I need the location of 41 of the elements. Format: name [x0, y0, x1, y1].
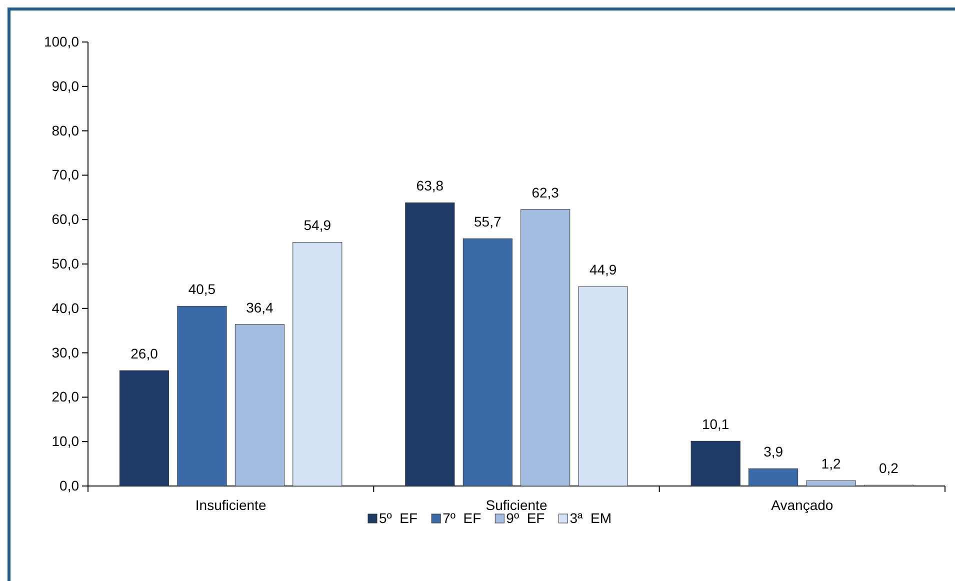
y-tick-label: 60,0 [52, 211, 80, 228]
legend-label: 7º EF [442, 510, 482, 526]
data-label: 0,2 [879, 460, 899, 476]
y-tick-label: 40,0 [52, 300, 80, 316]
bar [405, 202, 455, 486]
y-tick-label: 50,0 [52, 255, 80, 272]
data-label: 36,4 [246, 299, 274, 316]
y-tick-label: 90,0 [52, 78, 80, 94]
data-label: 1,2 [821, 456, 841, 472]
data-label: 44,9 [589, 262, 617, 278]
data-label: 40,5 [188, 281, 216, 298]
bar [234, 324, 284, 486]
y-tick-label: 70,0 [52, 166, 80, 183]
x-tick-label: Suficiente [486, 497, 548, 513]
bar [578, 286, 628, 486]
data-label: 3,9 [764, 444, 784, 460]
bar [177, 306, 227, 486]
x-tick-label: Avançado [771, 497, 834, 513]
bar [462, 238, 512, 486]
bar [292, 242, 342, 486]
y-tick-label: 10,0 [52, 433, 80, 450]
legend-label: 9º EF [506, 510, 545, 526]
data-label: 62,3 [532, 184, 560, 200]
y-tick-label: 80,0 [52, 122, 80, 138]
data-label: 55,7 [474, 214, 502, 230]
y-tick-label: 20,0 [52, 388, 80, 405]
bar [520, 209, 570, 486]
y-tick-label: 100,0 [44, 33, 80, 50]
legend-label: 5º EF [379, 510, 418, 526]
bar [806, 480, 856, 486]
data-label: 10,1 [702, 416, 730, 432]
bar [690, 440, 740, 486]
x-tick-label: Insuficiente [195, 497, 266, 513]
y-tick-label: 0,0 [60, 477, 80, 494]
data-label: 63,8 [416, 178, 444, 194]
y-tick-label: 30,0 [52, 344, 80, 360]
bar [119, 370, 170, 486]
legend-label: 3ª EM [570, 510, 612, 526]
bar [748, 468, 798, 486]
data-label: 54,9 [304, 217, 332, 234]
data-label: 26,0 [130, 346, 158, 362]
